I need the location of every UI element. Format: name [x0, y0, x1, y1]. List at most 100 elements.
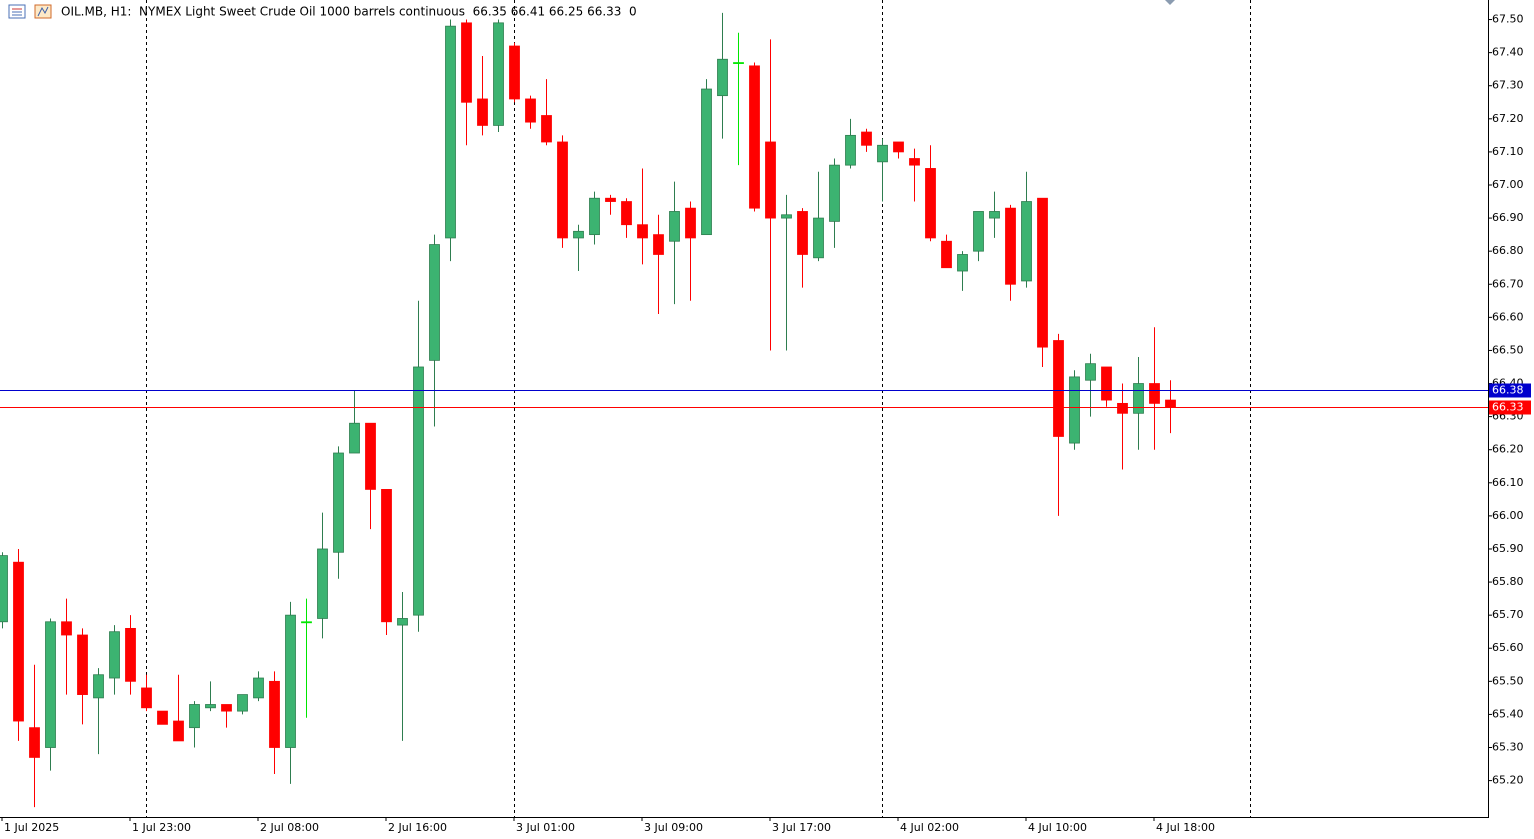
y-tick-label: 67.50: [1492, 13, 1524, 26]
y-tick-label: 66.10: [1492, 476, 1524, 489]
candle-body: [29, 727, 40, 758]
x-tick-label: 4 Jul 18:00: [1156, 821, 1215, 834]
candle-body: [157, 710, 168, 725]
candle-body: [733, 62, 744, 64]
candle-body: [285, 614, 296, 748]
candle-body: [493, 22, 504, 126]
y-tick-label: 66.60: [1492, 310, 1524, 323]
candle-body: [973, 211, 984, 252]
candle-body: [797, 211, 808, 255]
candle-body: [189, 704, 200, 729]
y-tick-label: 66.90: [1492, 211, 1524, 224]
candle-body: [621, 201, 632, 226]
candle-body: [525, 98, 536, 123]
candle-body: [1149, 383, 1160, 404]
candle-body: [381, 489, 392, 623]
candle-body: [541, 115, 552, 143]
y-tick-label: 66.20: [1492, 443, 1524, 456]
candle-body: [589, 197, 600, 236]
candle-body: [477, 98, 488, 126]
candle-body: [1085, 363, 1096, 381]
candle-body: [509, 45, 520, 100]
candle-body: [829, 164, 840, 222]
candle-body: [461, 22, 472, 103]
candle-body: [685, 207, 696, 239]
price-label: 66.33: [1492, 401, 1524, 414]
candle-body: [989, 211, 1000, 219]
candle-body: [605, 197, 616, 202]
candle-body: [0, 555, 8, 623]
candle-body: [1069, 376, 1080, 444]
candle-body: [813, 217, 824, 259]
candle-body: [77, 634, 88, 695]
candle-body: [845, 134, 856, 166]
x-tick-label: 2 Jul 08:00: [260, 821, 319, 834]
price-label-bg: [1489, 400, 1531, 415]
y-tick-label: 67.20: [1492, 112, 1524, 125]
x-tick-label: 1 Jul 23:00: [132, 821, 191, 834]
candle-body: [781, 214, 792, 219]
candle-body: [173, 720, 184, 742]
candle-body: [877, 144, 888, 163]
x-tick-label: 1 Jul 2025: [4, 821, 59, 834]
y-tick-label: 66.50: [1492, 343, 1524, 356]
candle-body: [573, 230, 584, 239]
candle-body: [141, 687, 152, 709]
x-tick-label: 4 Jul 02:00: [900, 821, 959, 834]
chart-title: OIL.MB, H1: NYMEX Light Sweet Crude Oil …: [61, 5, 637, 19]
candle-body: [1117, 402, 1128, 414]
candle-body: [109, 631, 120, 679]
y-tick-label: 67.10: [1492, 145, 1524, 158]
y-tick-label: 65.40: [1492, 707, 1524, 720]
candle-body: [925, 168, 936, 239]
x-tick-label: 3 Jul 17:00: [772, 821, 831, 834]
candle-body: [445, 25, 456, 239]
candle-body: [1101, 366, 1112, 401]
marker: [1165, 0, 1175, 5]
candle-body: [749, 65, 760, 209]
candle-body: [93, 674, 104, 699]
price-label: 66.38: [1492, 384, 1524, 397]
candle-body: [125, 627, 136, 682]
y-tick-label: 65.90: [1492, 542, 1524, 555]
candle-body: [429, 244, 440, 361]
x-tick-label: 2 Jul 16:00: [388, 821, 447, 834]
y-tick-label: 65.20: [1492, 774, 1524, 787]
candle-body: [893, 141, 904, 153]
candle-body: [269, 680, 280, 748]
x-tick-label: 3 Jul 01:00: [516, 821, 575, 834]
candle-body: [941, 240, 952, 269]
y-tick-label: 67.40: [1492, 46, 1524, 59]
candle-body: [13, 561, 24, 722]
y-tick-label: 65.60: [1492, 641, 1524, 654]
candle-body: [557, 141, 568, 239]
candle-body: [333, 452, 344, 553]
header-icons: [8, 4, 52, 19]
candle-body: [1053, 340, 1064, 437]
candle-body: [45, 621, 56, 748]
candle-body: [653, 234, 664, 255]
y-tick-label: 66.70: [1492, 277, 1524, 290]
icon: [37, 6, 49, 17]
candle-body: [1037, 197, 1048, 348]
candle-body: [317, 548, 328, 619]
candle-body: [717, 58, 728, 97]
y-tick-label: 67.00: [1492, 178, 1524, 191]
candle-body: [61, 621, 72, 636]
price-label-bg: [1489, 383, 1531, 398]
y-tick-label: 65.80: [1492, 575, 1524, 588]
y-tick-label: 65.30: [1492, 741, 1524, 754]
y-tick-label: 65.70: [1492, 608, 1524, 621]
candle-body: [1021, 201, 1032, 282]
candle-body: [909, 158, 920, 166]
candle-body: [765, 141, 776, 219]
candle-body: [669, 211, 680, 242]
candle-body: [237, 694, 248, 712]
candle-body: [1165, 399, 1176, 408]
x-tick-label: 4 Jul 10:00: [1028, 821, 1087, 834]
candle-body: [397, 618, 408, 626]
candle-body: [957, 254, 968, 272]
icon: [34, 4, 52, 19]
